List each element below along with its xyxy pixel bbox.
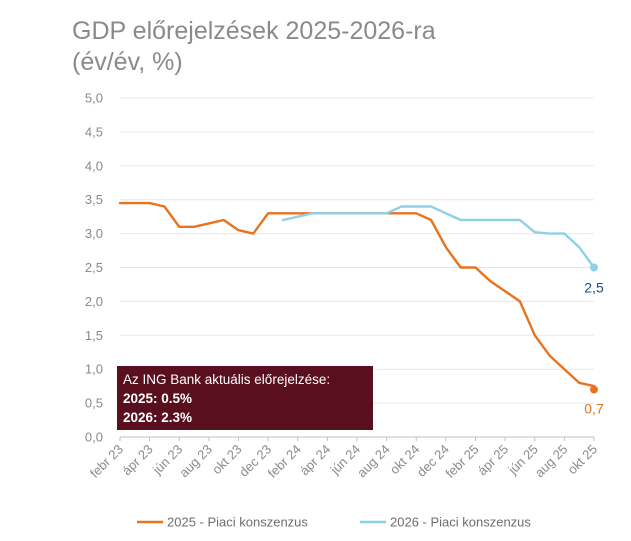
y-tick-label: 3,5 — [85, 192, 103, 207]
grid — [120, 97, 594, 404]
end-labels: 0,7 2,5 — [584, 280, 604, 417]
x-tick-label: ápr 25 — [475, 442, 512, 479]
x-tick-label: okt 25 — [564, 442, 600, 478]
end-label-2025: 0,7 — [584, 401, 604, 417]
legend-label-2026: 2026 - Piaci konszenzus — [390, 515, 531, 530]
y-tick-label: 1,0 — [85, 362, 103, 377]
callout-2026: 2026: 2.3% — [123, 410, 193, 425]
x-tick-label: ápr 24 — [297, 442, 334, 479]
y-axis: 0,0 0,5 1,0 1,5 2,0 2,5 3,0 3,5 4,0 4,5 5,0 — [85, 91, 103, 445]
x-tick-label: aug 23 — [176, 442, 215, 481]
chart-title-line1: GDP előrejelzések 2025-2026-ra — [72, 17, 436, 45]
y-tick-label: 4,0 — [85, 158, 103, 173]
series-2025-line — [118, 201, 596, 388]
x-tick-label: ápr 23 — [119, 442, 156, 479]
y-tick-label: 4,5 — [85, 124, 103, 139]
ing-forecast-callout: Az ING Bank aktuális előrejelzése: 2025:… — [117, 366, 373, 430]
legend: 2025 - Piaci konszenzus 2026 - Piaci kons… — [137, 515, 531, 530]
y-tick-label: 1,5 — [85, 328, 103, 343]
y-tick-label: 5,0 — [85, 91, 103, 106]
y-tick-label: 2,5 — [85, 260, 103, 275]
x-tick-label: febr 23 — [87, 442, 126, 481]
callout-heading: Az ING Bank aktuális előrejelzése: — [123, 372, 331, 387]
x-tick-label: febr 24 — [265, 442, 304, 481]
series-2026-line — [281, 205, 596, 269]
end-label-2026: 2,5 — [584, 280, 604, 296]
x-tick-label: febr 25 — [442, 442, 481, 481]
x-tick-label: aug 24 — [354, 442, 393, 481]
series-2026-end-marker — [590, 263, 598, 272]
callout-2025: 2025: 0.5% — [123, 391, 193, 406]
legend-label-2025: 2025 - Piaci konszenzus — [167, 515, 308, 530]
series-2025-end-marker — [590, 385, 598, 394]
chart-title: GDP előrejelzések 2025-2026-ra (év/év, %… — [72, 16, 436, 78]
y-tick-label: 3,0 — [85, 226, 103, 241]
y-tick-label: 0,0 — [85, 430, 103, 445]
chart-title-line2: (év/év, %) — [72, 48, 183, 76]
series-lines — [118, 201, 598, 394]
y-tick-label: 2,0 — [85, 294, 103, 309]
y-tick-label: 0,5 — [85, 396, 103, 411]
x-tick-label: aug 25 — [532, 442, 571, 481]
